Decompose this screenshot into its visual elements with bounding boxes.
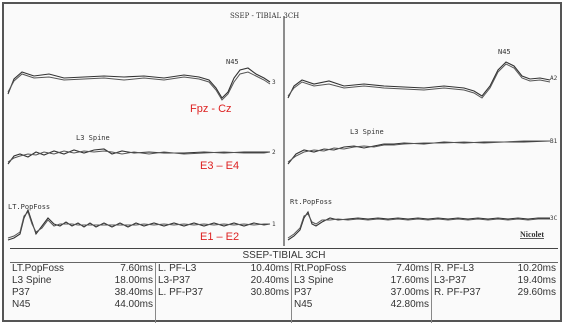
measure-value: 7.40ms <box>396 263 429 274</box>
table-row: L. PF-P37 30.80ms <box>158 287 289 299</box>
report-title: SSEP - TIBIAL 3CH <box>230 12 300 20</box>
measure-value: 30.80ms <box>250 287 289 298</box>
measure-label: L3-P37 <box>434 275 467 286</box>
right-popfoss-trace-a <box>287 210 550 241</box>
right-cortical-trace-a <box>287 61 551 99</box>
table-row: P37 38.40ms <box>12 287 153 299</box>
right-popfoss-trace-b <box>287 213 550 239</box>
measure-label: P37 <box>294 287 312 298</box>
measure-label: N45 <box>294 299 313 310</box>
left-channel-number: 2 <box>272 149 276 156</box>
right-spine-trace-a <box>287 140 551 165</box>
measure-value: 42.80ms <box>390 299 429 310</box>
right-spine-trace-b <box>287 140 550 163</box>
nicolet-logo: Nicolet <box>520 230 544 239</box>
right-popfoss-label: Rt.PopFoss <box>290 198 332 206</box>
left-interpeak-column: L. PF-L3 10.40ms L3-P37 20.40ms L. PF-P37 3… <box>156 263 292 323</box>
measure-label: P37 <box>12 287 30 298</box>
fpz-cz-label: Fpz - Cz <box>190 103 232 115</box>
waveform-area: N45 L3 Spine LT.PopFoss Fpz - Cz E3 – E4… <box>7 16 558 246</box>
left-popfoss-label: LT.PopFoss <box>8 203 50 211</box>
measure-value: 44.00ms <box>114 299 153 310</box>
measure-value: 29.60ms <box>517 287 556 298</box>
right-panel: N45 L3 Spine Rt.PopFoss A2 B1 3C Nicolet <box>287 48 558 241</box>
right-latency-column: Rt.PopFoss 7.40ms L3 Spine 17.60ms P37 37.0… <box>292 263 432 323</box>
left-channel-number: 3 <box>272 79 276 86</box>
table-row: L3 Spine 17.60ms <box>294 275 429 287</box>
measure-label: LT.PopFoss <box>12 263 65 274</box>
right-interpeak-column: R. PF-L3 10.20ms L3-P37 19.40ms R. PF-P37 2… <box>432 263 558 323</box>
measure-label: N45 <box>12 299 31 310</box>
measure-value: 7.60ms <box>120 263 153 274</box>
e1-e2-label: E1 – E2 <box>200 231 239 243</box>
table-row: Rt.PopFoss 7.40ms <box>294 263 429 275</box>
right-channel-number: B1 <box>550 138 558 145</box>
table-row: L3-P37 20.40ms <box>158 275 289 287</box>
table-row: P37 37.00ms <box>294 287 429 299</box>
right-cortical-trace-b <box>287 63 551 99</box>
left-cortical-trace-b <box>7 71 271 101</box>
left-channel-number: 1 <box>272 221 276 228</box>
latency-table: SSEP-TIBIAL 3CH LT.PopFoss 7.60ms L3 Spin… <box>10 248 558 323</box>
measure-value: 20.40ms <box>250 275 289 286</box>
table-row: L3 Spine 18.00ms <box>12 275 153 287</box>
table-row: LT.PopFoss 7.60ms <box>12 263 153 275</box>
table-row: L. PF-L3 10.40ms <box>158 263 289 275</box>
right-channel-number: A2 <box>550 75 558 82</box>
table-row: R. PF-L3 10.20ms <box>434 263 556 275</box>
measure-label: R. PF-L3 <box>434 263 475 274</box>
left-latency-column: LT.PopFoss 7.60ms L3 Spine 18.00ms P37 38.4… <box>10 263 156 323</box>
measure-label: Rt.PopFoss <box>294 263 347 274</box>
measure-label: R. PF-P37 <box>434 287 481 298</box>
right-channel-number: 3C <box>550 215 558 222</box>
right-n45-label: N45 <box>498 48 511 56</box>
latency-grid: LT.PopFoss 7.60ms L3 Spine 18.00ms P37 38.4… <box>10 263 558 323</box>
left-l3-spine-label: L3 Spine <box>76 134 110 142</box>
measure-label: L3 Spine <box>294 275 334 286</box>
measure-label: L. PF-L3 <box>158 263 197 274</box>
ssep-report-frame: SSEP - TIBIAL 3CH N45 L3 Spine LT.PopFos… <box>2 2 562 323</box>
measure-value: 18.00ms <box>114 275 153 286</box>
e3-e4-label: E3 – E4 <box>200 160 239 172</box>
measure-value: 17.60ms <box>390 275 429 286</box>
table-row: N45 44.00ms <box>12 299 153 311</box>
measure-label: L. PF-P37 <box>158 287 204 298</box>
measure-value: 38.40ms <box>114 287 153 298</box>
measure-value: 19.40ms <box>517 275 556 286</box>
left-spine-trace-b <box>7 150 271 163</box>
left-n45-label: N45 <box>226 58 239 66</box>
table-row: N45 42.80ms <box>294 299 429 311</box>
left-panel: N45 L3 Spine LT.PopFoss Fpz - Cz E3 – E4… <box>7 58 276 243</box>
left-popfoss-trace-b <box>7 211 270 239</box>
left-cortical-trace-a <box>7 67 271 99</box>
measure-label: L3 Spine <box>12 275 52 286</box>
measure-value: 37.00ms <box>390 287 429 298</box>
table-row: R. PF-P37 29.60ms <box>434 287 556 299</box>
measure-value: 10.40ms <box>250 263 289 274</box>
measure-value: 10.20ms <box>517 263 556 274</box>
measure-label: L3-P37 <box>158 275 191 286</box>
table-title: SSEP-TIBIAL 3CH <box>10 249 558 263</box>
table-row: L3-P37 19.40ms <box>434 275 556 287</box>
right-l3-spine-label: L3 Spine <box>350 128 384 136</box>
